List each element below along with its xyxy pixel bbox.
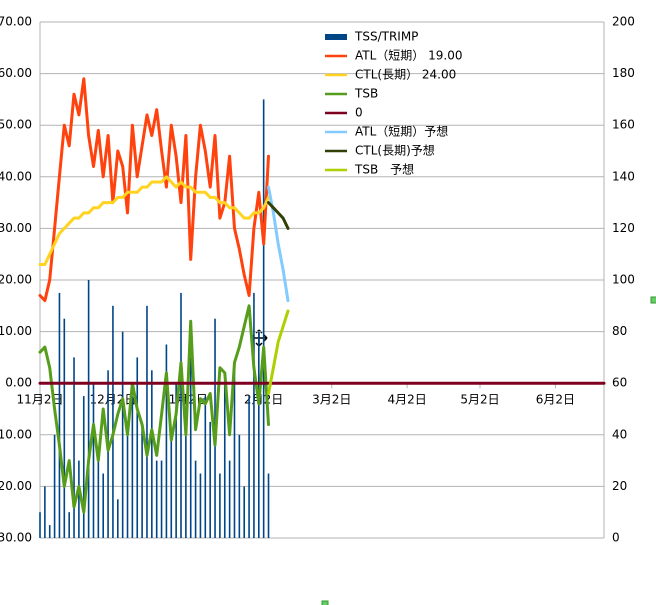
bar	[267, 473, 270, 538]
bar	[63, 318, 66, 538]
x-tick-label: 11月2日	[17, 393, 64, 407]
y-tick-label: 50.00	[0, 118, 32, 132]
bar	[73, 357, 75, 538]
line	[267, 309, 290, 395]
bar	[146, 305, 148, 538]
bar	[53, 434, 56, 538]
bar	[238, 434, 241, 538]
bar	[92, 383, 95, 538]
bar	[141, 421, 143, 538]
y-tick-label: -30.00	[0, 531, 32, 545]
x-tick-label: 5月2日	[460, 393, 499, 407]
y2-tick-label: 80	[612, 324, 627, 338]
bar	[185, 434, 187, 538]
x-tick-label: 3月2日	[312, 393, 351, 407]
bar	[136, 357, 139, 538]
y2-tick-label: 200	[612, 15, 635, 29]
legend-swatch	[325, 34, 347, 40]
bar	[39, 512, 41, 538]
legend-label: TSS/TRIMP	[354, 30, 418, 44]
bar	[48, 525, 51, 538]
y-tick-label: 40.00	[0, 169, 32, 183]
line	[38, 175, 270, 266]
bar	[131, 396, 134, 538]
legend-label: ATL（短期） 19.00	[355, 49, 462, 63]
y2-tick-label: 20	[612, 479, 627, 493]
y2-tick-label: 40	[612, 427, 627, 441]
y2-tick-label: 160	[612, 118, 635, 132]
x-tick-label: 4月2日	[387, 393, 426, 407]
y2-tick-label: 100	[612, 273, 635, 287]
bar	[112, 305, 114, 538]
legend-label: TSB 予想	[354, 162, 414, 177]
bar	[151, 370, 153, 538]
bar	[223, 383, 226, 538]
bar	[97, 460, 100, 538]
bar	[180, 292, 182, 538]
bar	[253, 292, 255, 538]
bar	[204, 396, 207, 538]
bar	[189, 357, 192, 538]
bar	[87, 280, 90, 538]
legend-label: 0	[355, 106, 363, 120]
bar	[68, 512, 70, 538]
bar	[194, 460, 197, 538]
bar	[262, 99, 265, 539]
bar	[82, 396, 85, 538]
y-tick-label: 60.00	[0, 66, 32, 80]
bar	[107, 370, 109, 538]
bar	[228, 460, 231, 538]
bar	[233, 370, 236, 538]
y-tick-label: -20.00	[0, 479, 32, 493]
line	[267, 201, 290, 230]
legend-label: ATL（短期）予想	[355, 124, 448, 139]
bar	[248, 396, 250, 538]
handle	[321, 600, 329, 605]
bar	[44, 486, 46, 538]
bar	[160, 460, 163, 538]
line	[38, 77, 270, 303]
bar	[170, 434, 173, 538]
y-tick-label: -10.00	[0, 427, 32, 441]
y-tick-label: 20.00	[0, 273, 32, 287]
legend-label: CTL(長期） 24.00	[355, 68, 456, 82]
y-tick-label: 70.00	[0, 15, 32, 29]
y2-tick-label: 0	[612, 531, 620, 545]
bar	[219, 473, 221, 538]
y2-tick-label: 60	[612, 376, 627, 390]
line	[38, 304, 270, 514]
legend-label: CTL(長期)予想	[355, 143, 435, 158]
bar	[209, 421, 211, 538]
y-tick-label: 0.00	[5, 376, 32, 390]
x-tick-label: 6月2日	[536, 393, 575, 407]
bar	[78, 460, 80, 538]
y2-tick-label: 140	[612, 169, 635, 183]
y-tick-label: 10.00	[0, 324, 32, 338]
y2-tick-label: 180	[612, 66, 635, 80]
handle	[650, 296, 656, 304]
bar	[58, 292, 61, 538]
bar	[102, 473, 105, 538]
bar	[243, 486, 246, 538]
bar	[165, 344, 168, 538]
bar	[116, 499, 119, 538]
bar	[155, 460, 158, 538]
y-tick-label: 30.00	[0, 221, 32, 235]
y2-tick-label: 120	[612, 221, 635, 235]
bar	[199, 473, 202, 538]
legend-label: TSB	[354, 87, 378, 101]
bar	[121, 331, 124, 538]
bar	[175, 383, 177, 538]
bar	[126, 434, 129, 538]
bar	[257, 331, 260, 538]
